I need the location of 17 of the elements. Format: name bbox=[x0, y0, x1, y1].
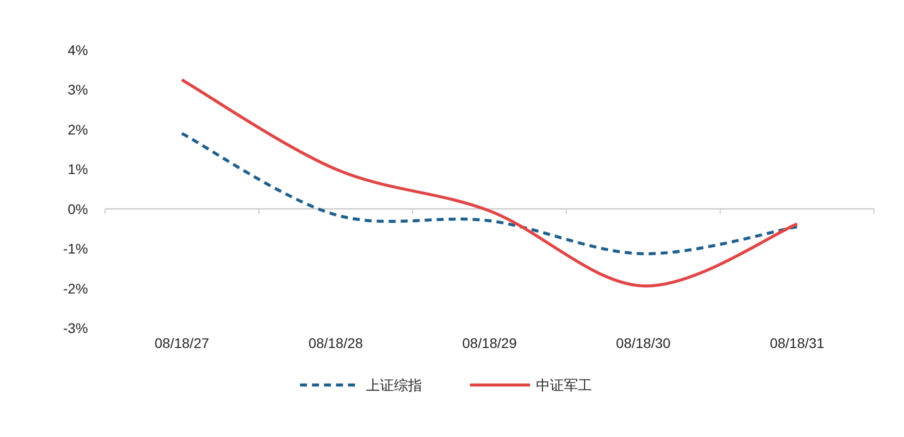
legend-label: 中证军工 bbox=[536, 377, 592, 393]
legend-label: 上证综指 bbox=[366, 377, 422, 393]
y-tick-label: -2% bbox=[63, 280, 88, 296]
y-tick-label: 1% bbox=[68, 161, 88, 178]
x-tick-label: 08/18/28 bbox=[308, 335, 364, 351]
x-tick-label: 08/18/29 bbox=[462, 335, 517, 351]
x-tick-label: 08/18/30 bbox=[616, 335, 671, 351]
y-tick-label: -1% bbox=[63, 240, 88, 257]
y-tick-label: 2% bbox=[68, 121, 88, 138]
line-series bbox=[180, 132, 799, 256]
x-tick-label: 08/18/31 bbox=[770, 335, 825, 351]
y-tick-label: -3% bbox=[63, 320, 88, 336]
y-tick-label: 3% bbox=[68, 82, 88, 98]
y-tick-label: 0% bbox=[68, 200, 88, 217]
x-tick-label: 08/18/27 bbox=[154, 335, 210, 351]
y-tick-label: 4% bbox=[68, 42, 88, 58]
line-series bbox=[180, 78, 799, 288]
